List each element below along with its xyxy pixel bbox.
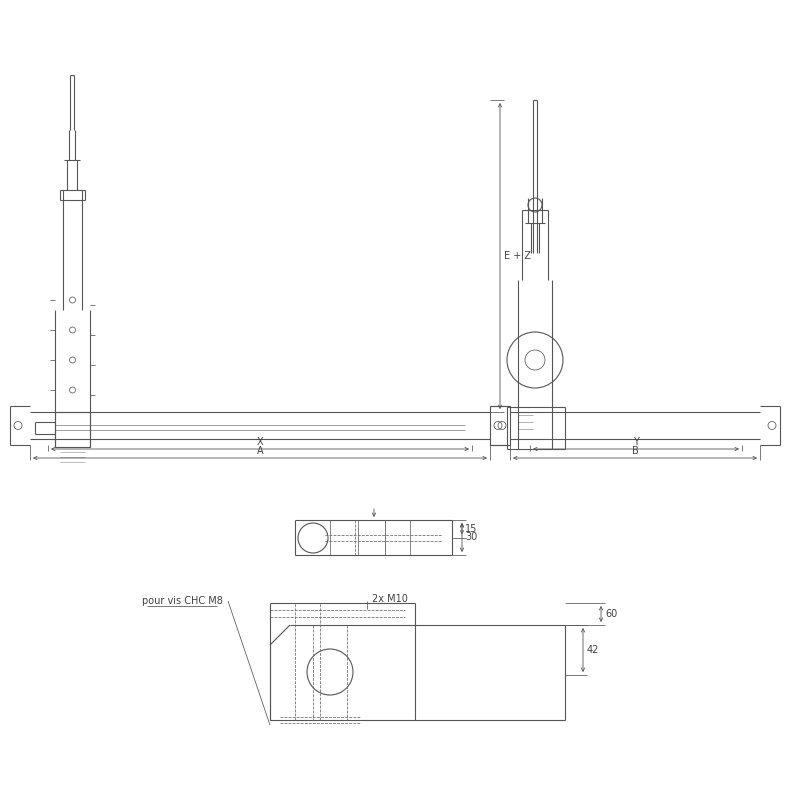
Text: 15: 15 — [465, 524, 478, 534]
Text: Y: Y — [633, 437, 639, 447]
Text: pour vis CHC M8: pour vis CHC M8 — [142, 596, 222, 606]
Text: A: A — [257, 446, 263, 456]
Text: E + Z: E + Z — [504, 251, 531, 261]
Text: 2x M10: 2x M10 — [372, 594, 408, 604]
Text: 30: 30 — [465, 533, 478, 542]
Text: X: X — [257, 437, 263, 447]
Text: B: B — [632, 446, 638, 456]
Text: 42: 42 — [587, 645, 599, 655]
Text: 60: 60 — [605, 609, 618, 619]
